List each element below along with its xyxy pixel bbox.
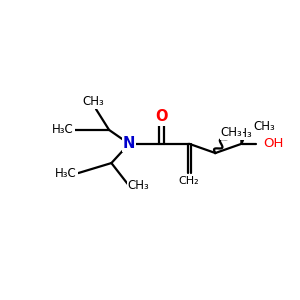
Text: O: O <box>155 109 168 124</box>
Text: OH: OH <box>263 137 283 150</box>
Text: CH₃: CH₃ <box>220 126 242 139</box>
Text: H₃C: H₃C <box>55 167 77 180</box>
Text: CH₂: CH₂ <box>179 176 200 186</box>
Text: CH₃: CH₃ <box>82 95 104 108</box>
Text: CH₃: CH₃ <box>128 179 149 192</box>
Text: CH₃: CH₃ <box>230 127 252 140</box>
Text: N: N <box>123 136 135 151</box>
Text: H₃C: H₃C <box>52 123 74 136</box>
Text: CH₃: CH₃ <box>254 120 275 133</box>
